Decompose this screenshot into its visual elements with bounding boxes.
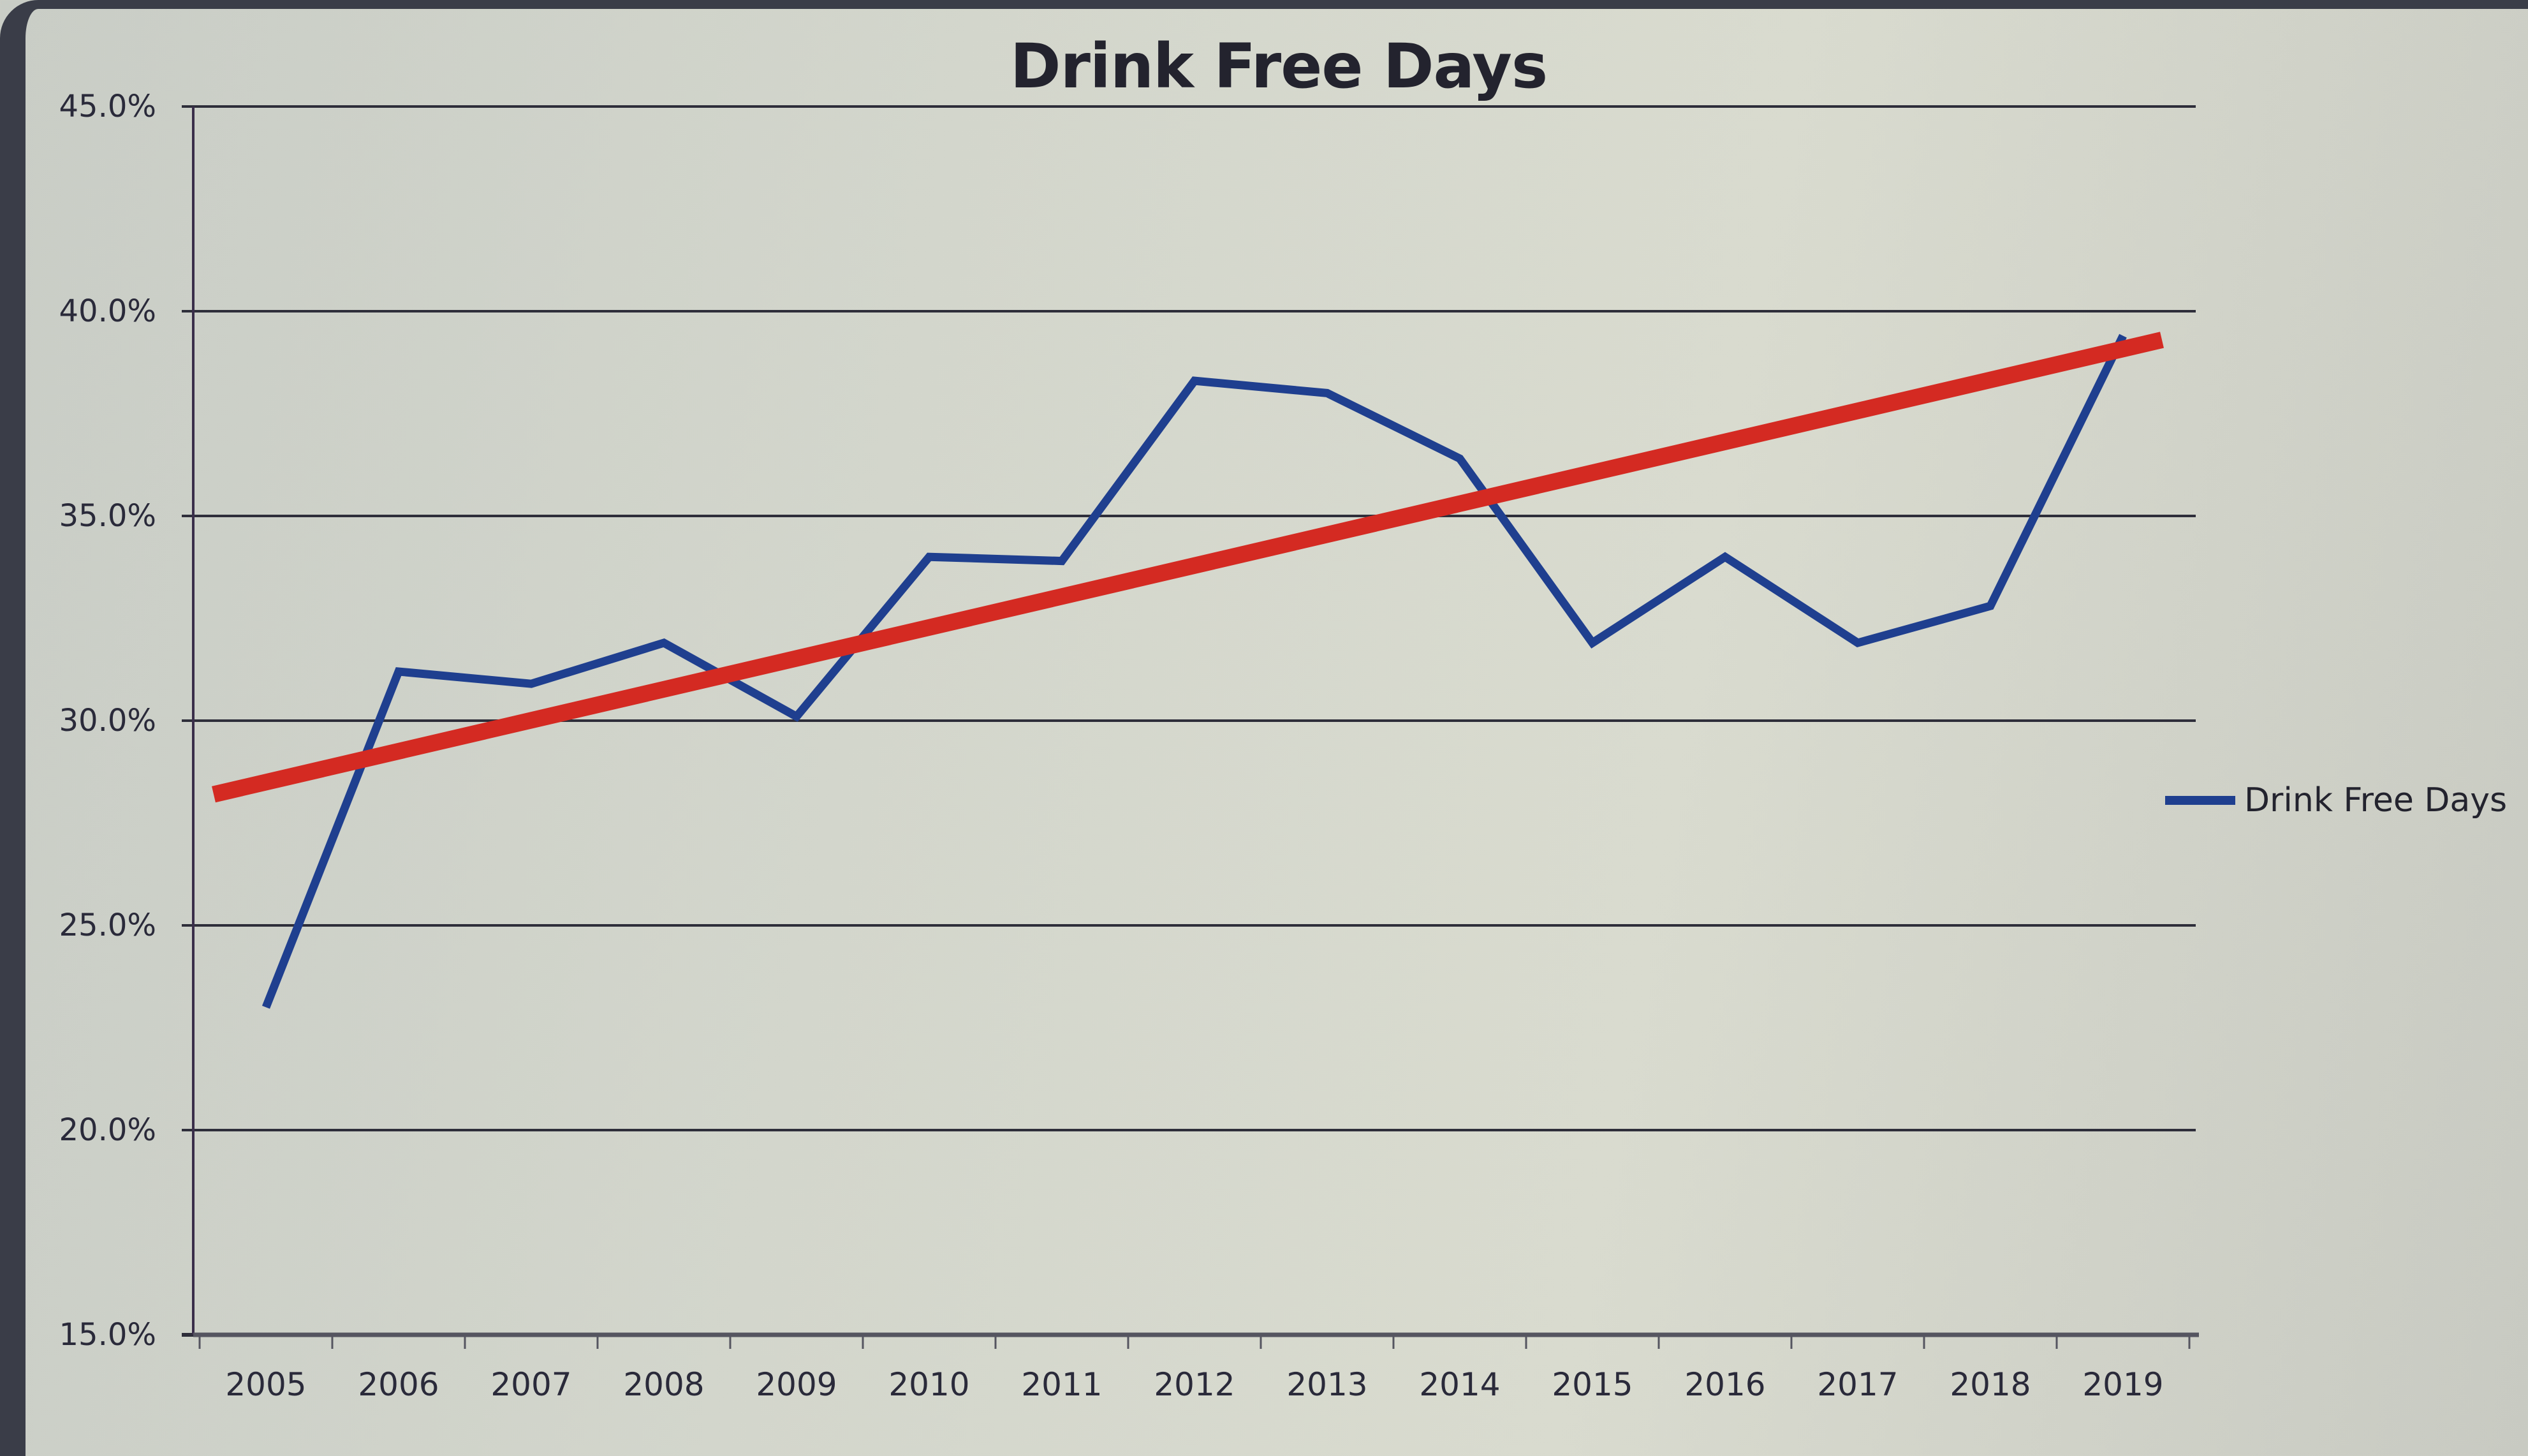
x-tick-label: 2006 [358, 1366, 439, 1403]
y-axis-tick-labels: 15.0% 20.0% 25.0% 30.0% 35.0% 40.0% 45.0% [59, 89, 156, 1353]
y-tick-label: 35.0% [59, 498, 156, 534]
x-tick-label: 2017 [1817, 1366, 1898, 1403]
x-tick-label: 2012 [1154, 1366, 1235, 1403]
x-tick-label: 2011 [1021, 1366, 1102, 1403]
legend-swatch-line-icon [2165, 796, 2235, 805]
x-tick-label: 2019 [2082, 1366, 2163, 1403]
x-tick-label: 2018 [1950, 1366, 2031, 1403]
x-tick-label: 2016 [1684, 1366, 1765, 1403]
x-tick-label: 2013 [1286, 1366, 1367, 1403]
y-tick-label: 20.0% [59, 1112, 156, 1148]
x-axis-tick-labels: 2005 2006 2007 2008 2009 2010 2011 2012 2013 2014… [225, 1366, 2163, 1403]
chart-title: Drink Free Days [1010, 31, 1548, 102]
y-tick-label: 45.0% [59, 89, 156, 124]
linear-trendline [212, 332, 2164, 803]
axes [192, 107, 2199, 1349]
x-tick-label: 2009 [756, 1366, 837, 1403]
x-tick-label: 2008 [623, 1366, 704, 1403]
y-tick-label: 15.0% [59, 1317, 156, 1353]
legend-label: Drink Free Days [2244, 781, 2508, 820]
x-tick-label: 2014 [1419, 1366, 1500, 1403]
series-line-drink-free-days [261, 334, 2127, 1009]
x-tick-label: 2015 [1552, 1366, 1633, 1403]
y-tick-label: 30.0% [59, 703, 156, 739]
x-tick-label: 2007 [490, 1366, 571, 1403]
y-tick-label: 25.0% [59, 908, 156, 943]
legend: Drink Free Days [2165, 781, 2507, 820]
x-tick-label: 2010 [888, 1366, 969, 1403]
x-tick-label: 2005 [225, 1366, 306, 1403]
gridlines [182, 105, 2196, 1337]
y-tick-label: 40.0% [59, 293, 156, 329]
